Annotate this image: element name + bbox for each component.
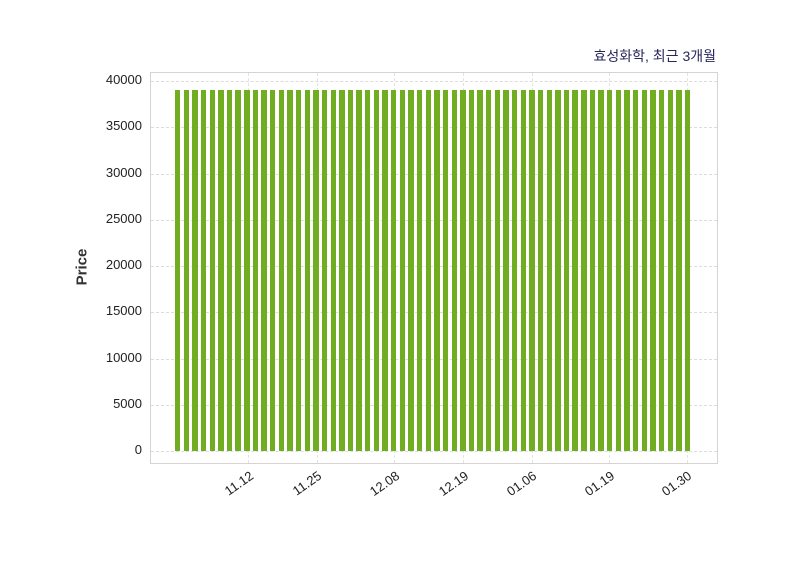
bar [546, 90, 552, 451]
bar [676, 90, 682, 451]
x-tick-label: 01.19 [581, 468, 617, 499]
bar [615, 90, 622, 451]
x-tick-label: 12.19 [435, 468, 471, 499]
bar [555, 90, 561, 451]
bar [589, 90, 596, 451]
bar [339, 90, 345, 451]
bar [425, 90, 431, 451]
bar [356, 90, 362, 451]
gridline-h [151, 266, 717, 267]
bar [477, 90, 483, 451]
y-tick-label: 10000 [105, 349, 142, 365]
bar [365, 90, 371, 451]
bar [460, 90, 466, 451]
bar [313, 90, 319, 451]
bar [684, 90, 691, 451]
bar [304, 90, 310, 451]
bar [209, 90, 215, 451]
y-tick-label: 35000 [105, 118, 142, 134]
gridline-h [151, 127, 717, 129]
bar [183, 90, 190, 451]
bar [226, 90, 233, 451]
chart-title: 효성화학, 최근 3개월 [593, 48, 717, 64]
bar [347, 90, 354, 451]
gridline-h [151, 173, 717, 175]
y-tick-label: 15000 [105, 303, 142, 319]
bars-container [175, 81, 691, 451]
bar [373, 90, 380, 451]
bar [581, 90, 587, 451]
bar [607, 90, 613, 451]
bar [632, 90, 639, 451]
bar [468, 90, 475, 451]
bar [252, 90, 259, 451]
gridline-h [151, 219, 717, 221]
bar [658, 90, 665, 451]
bar [391, 90, 397, 451]
bar [624, 90, 630, 451]
gridline-h [151, 358, 717, 360]
bar [598, 90, 604, 451]
bar [399, 90, 406, 451]
x-tick-label: 01.30 [659, 468, 695, 499]
bar [175, 90, 181, 451]
bar [408, 90, 414, 451]
bar [520, 90, 527, 451]
bar [486, 90, 492, 451]
bar [503, 90, 509, 451]
bar [451, 90, 457, 451]
x-tick-label: 12.08 [366, 468, 402, 499]
y-tick-label: 25000 [105, 210, 142, 226]
gridline-h [151, 404, 717, 406]
bar [434, 90, 440, 451]
plot-area [150, 72, 718, 464]
bar [295, 90, 302, 451]
bar [529, 90, 535, 451]
x-tick-label: 11.12 [221, 468, 256, 499]
bar [278, 90, 285, 451]
bar [537, 90, 544, 451]
bar [287, 90, 293, 451]
gridline-h [151, 451, 717, 452]
bar [218, 90, 224, 451]
bar [330, 90, 336, 451]
bar [563, 90, 570, 451]
bar [572, 90, 578, 451]
bar [442, 90, 449, 451]
x-tick-label: 11.25 [290, 468, 325, 499]
y-tick-label: 30000 [105, 164, 142, 180]
bar [270, 90, 276, 451]
bar [650, 90, 656, 451]
gridline-h [151, 312, 717, 314]
y-tick-label: 0 [134, 442, 142, 457]
bar [192, 90, 198, 451]
bar [511, 90, 518, 451]
y-tick-label: 20000 [105, 257, 142, 272]
bar [641, 90, 647, 451]
x-tick-label: 01.06 [504, 468, 540, 499]
bar [494, 90, 501, 451]
y-tick-label: 40000 [105, 72, 142, 87]
bar [200, 90, 207, 451]
bar [321, 90, 328, 451]
bar [235, 90, 241, 451]
bar [667, 90, 673, 451]
bar [382, 90, 388, 451]
y-tick-label: 5000 [113, 395, 142, 411]
bar [261, 90, 267, 451]
bar [416, 90, 423, 451]
gridline-h [151, 81, 717, 82]
bar [244, 90, 250, 451]
